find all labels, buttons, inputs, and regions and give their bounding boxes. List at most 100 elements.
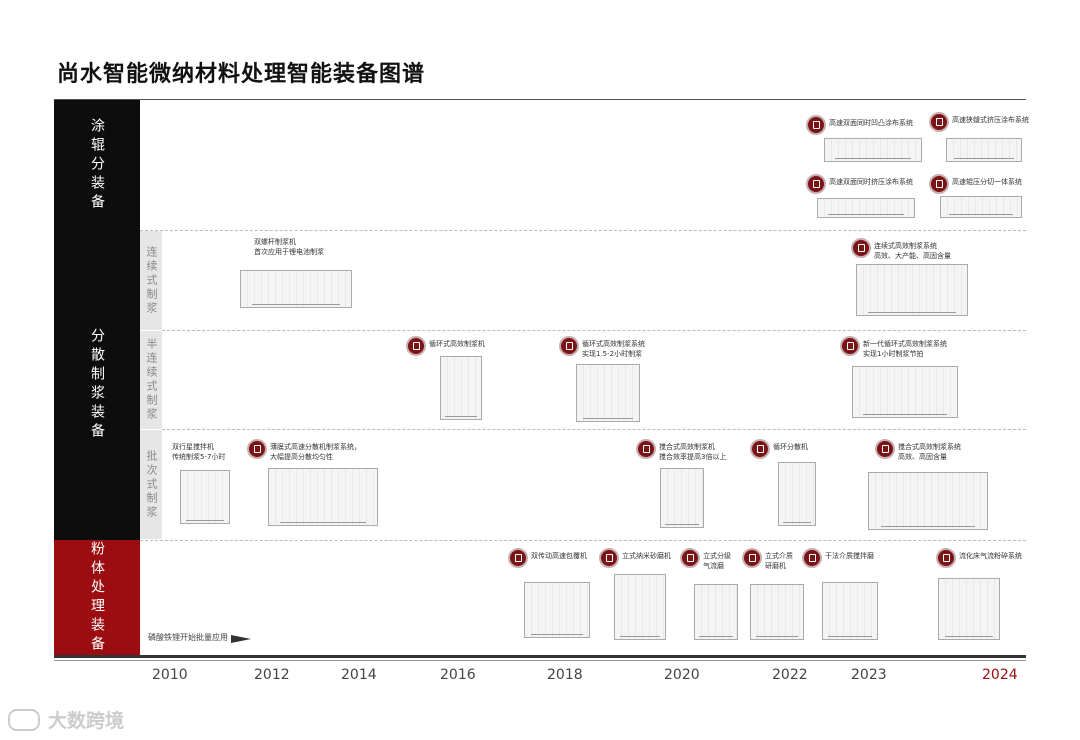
node-batch-5-title: 搅合式高效制浆系统 (898, 443, 961, 451)
powder-machine-1-image (524, 582, 590, 638)
node-coating-3-label: 高速双面同时挤压涂布系统 (829, 178, 913, 186)
coating-machine-3-image (817, 198, 915, 218)
node-coating-1-label: 高速双面同时凹凸涂布系统 (829, 119, 913, 127)
node-batch-3: 搅合式高效制浆机 搅合效率提高3倍以上 (636, 439, 726, 462)
product-badge-icon (247, 439, 267, 459)
product-badge-icon (840, 336, 860, 356)
node-semi-2: 循环式高效制浆系统 实现1.5-2小时制浆 (559, 336, 645, 359)
node-powder-2-label: 立式纳米砂磨机 (622, 552, 671, 560)
batch-machine-4-image (778, 462, 816, 526)
batch-machine-3-image (660, 468, 704, 528)
node-batch-5-desc: 高效、高固含量 (898, 453, 947, 461)
watermark: 大数跨境 (8, 706, 124, 733)
category-dispersion-label: 分散制浆装备 (89, 328, 105, 442)
subcategory-semi: 半连续式制浆 (140, 331, 162, 429)
subcategory-semi-label: 半连续式制浆 (145, 338, 158, 422)
batch-machine-2-image (268, 468, 378, 526)
arrow-icon (231, 634, 251, 643)
node-powder-1: 双传动高速包覆机 (508, 548, 587, 568)
product-badge-icon (742, 548, 762, 568)
category-coating: 涂辊分装备 (54, 100, 140, 230)
semi-machine-3-image (852, 366, 958, 418)
node-powder-4-title: 立式介质 (765, 552, 793, 560)
category-dispersion: 分散制浆装备 (54, 230, 140, 540)
year-2024: 2024 (982, 667, 1018, 683)
node-semi-3-desc: 实现1小时制浆节拍 (863, 350, 924, 358)
divider-batch (162, 429, 1026, 430)
node-powder-3-desc: 气流磨 (703, 562, 724, 570)
page-title: 尚水智能微纳材料处理智能装备图谱 (57, 62, 426, 87)
node-semi-3-title: 新一代循环式高效制浆系统 (863, 340, 947, 348)
node-continuous-desc: 高效、大产能、高固含量 (874, 252, 951, 260)
node-continuous-system: 连续式高效制浆系统 高效、大产能、高固含量 (851, 238, 951, 261)
category-powder-label: 粉体处理装备 (89, 540, 105, 655)
node-coating-3: 高速双面同时挤压涂布系统 (806, 174, 913, 194)
subcategory-continuous-label: 连续式制浆 (145, 245, 158, 316)
lfp-note-text: 磷酸铁锂开始批量应用 (148, 633, 228, 642)
subcategory-continuous: 连续式制浆 (140, 231, 162, 330)
node-powder-3: 立式分级 气流磨 (680, 548, 731, 571)
watermark-logo-icon (8, 708, 40, 731)
node-powder-5-label: 干法介质搅拌磨 (825, 552, 874, 560)
product-badge-icon (936, 548, 956, 568)
node-batch-3-label: 搅合式高效制浆机 搅合效率提高3倍以上 (659, 442, 726, 462)
subcategory-batch-label: 批次式制浆 (145, 449, 158, 520)
node-semi-3: 新一代循环式高效制浆系统 实现1小时制浆节拍 (840, 336, 947, 359)
node-continuous-system-label: 连续式高效制浆系统 高效、大产能、高固含量 (874, 241, 951, 261)
product-badge-icon (875, 439, 895, 459)
node-batch-1-title: 双行星搅拌机 (172, 443, 214, 451)
node-powder-4-desc: 研磨机 (765, 562, 786, 570)
coating-machine-2-image (946, 138, 1022, 162)
powder-machine-4-image (750, 584, 804, 640)
semi-machine-2-image (576, 364, 640, 422)
node-batch-3-desc: 搅合效率提高3倍以上 (659, 453, 727, 461)
node-powder-2: 立式纳米砂磨机 (599, 548, 671, 568)
divider-coating (140, 230, 1026, 231)
node-batch-2-desc: 大幅提高分散均匀性 (270, 453, 333, 461)
node-powder-3-title: 立式分级 (703, 552, 731, 560)
node-semi-1: 循环式高效制浆机 (406, 336, 485, 356)
year-2018: 2018 (547, 667, 583, 683)
powder-machine-2-image (614, 574, 666, 640)
powder-machine-3-image (694, 584, 738, 640)
node-batch-1-desc: 传统制浆5-7小时 (172, 453, 226, 461)
year-2022: 2022 (772, 667, 808, 683)
node-semi-1-label: 循环式高效制浆机 (429, 340, 485, 348)
product-badge-icon (508, 548, 528, 568)
category-powder: 粉体处理装备 (54, 540, 140, 655)
powder-machine-6-image (938, 578, 1000, 640)
node-coating-4-label: 高速辊压分切一体系统 (952, 178, 1022, 186)
twin-screw-image (240, 270, 352, 308)
timeline-axis-thin (54, 660, 1026, 661)
node-twin-screw-title: 双螺杆制浆机 (254, 238, 296, 246)
year-2016: 2016 (440, 667, 476, 683)
node-twin-screw-label: 双螺杆制浆机 首次应用于锂电池制浆 (254, 237, 324, 257)
semi-machine-1-image (440, 356, 482, 420)
divider-semi (162, 330, 1026, 331)
node-powder-1-label: 双传动高速包覆机 (531, 552, 587, 560)
first-badge-icon (559, 336, 579, 356)
coating-machine-4-image (940, 196, 1022, 218)
node-batch-1-label: 双行星搅拌机 传统制浆5-7小时 (172, 442, 225, 462)
batch-machine-5-image (868, 472, 988, 530)
year-2012: 2012 (254, 667, 290, 683)
node-batch-4: 循环分散机 (750, 439, 808, 459)
subcategory-batch: 批次式制浆 (140, 430, 162, 539)
node-powder-6: 流化床气流粉碎系统 (936, 548, 1022, 568)
node-continuous-title: 连续式高效制浆系统 (874, 242, 937, 250)
year-2023: 2023 (851, 667, 887, 683)
year-2014: 2014 (341, 667, 377, 683)
node-coating-2-label: 高速狭缝式挤压涂布系统 (952, 116, 1029, 124)
lfp-note: 磷酸铁锂开始批量应用 (148, 632, 251, 643)
node-semi-2-desc: 实现1.5-2小时制浆 (582, 350, 643, 358)
year-2010: 2010 (152, 667, 188, 683)
product-badge-icon (929, 112, 949, 132)
product-badge-icon (851, 238, 871, 258)
node-semi-2-label: 循环式高效制浆系统 实现1.5-2小时制浆 (582, 339, 645, 359)
node-powder-5: 干法介质搅拌磨 (802, 548, 874, 568)
node-batch-2-title: 薄膜式高速分散机制浆系统， (270, 443, 361, 451)
node-batch-4-label: 循环分散机 (773, 443, 808, 451)
node-batch-2: 薄膜式高速分散机制浆系统， 大幅提高分散均匀性 (247, 439, 361, 462)
divider-powder (140, 540, 1026, 541)
node-batch-2-label: 薄膜式高速分散机制浆系统， 大幅提高分散均匀性 (270, 442, 361, 462)
